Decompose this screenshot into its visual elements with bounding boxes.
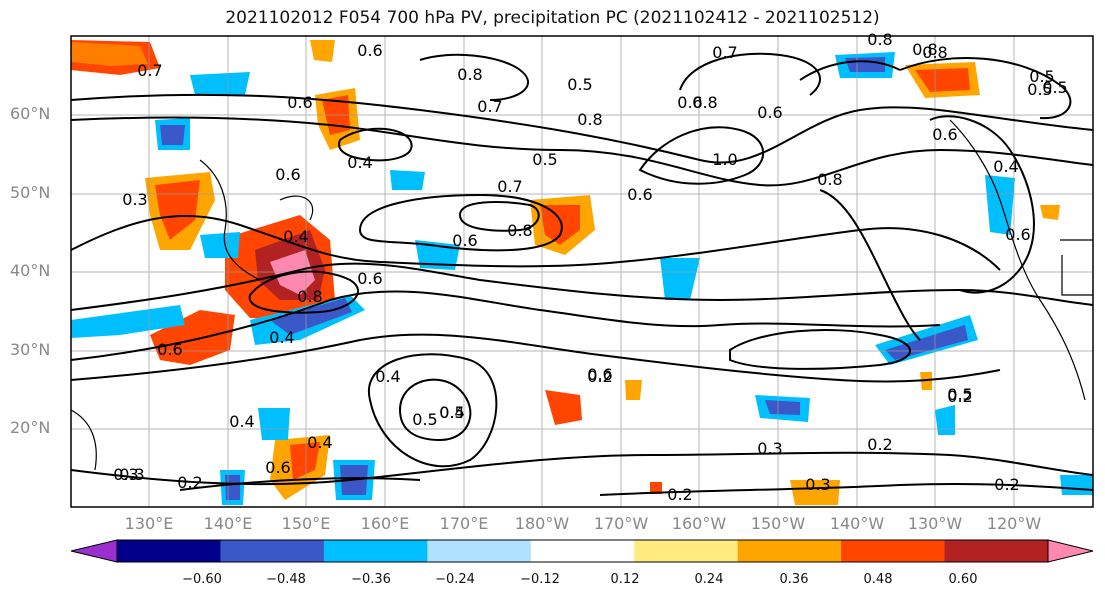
lon-label: 150°W: [750, 514, 806, 533]
colorbar: [70, 539, 1094, 563]
contour-label: 0.8: [692, 93, 717, 112]
contour-label: 0.2: [587, 367, 612, 386]
colorbar-tick: 0.12: [610, 572, 640, 587]
contour-label: 0.4: [307, 433, 332, 452]
contour-label: 0.7: [137, 61, 162, 80]
contour-label: 0.8: [817, 170, 842, 189]
colorbar-segment: [220, 540, 325, 562]
colorbar-tick: 0.36: [779, 572, 809, 587]
lat-label: 30°N: [10, 340, 51, 359]
contour-label: 0.7: [712, 43, 737, 62]
lon-label: 170°W: [593, 514, 649, 533]
contour-label: 0.5: [439, 403, 464, 422]
colorbar-segment: [944, 540, 1049, 562]
lon-label: 130°E: [124, 514, 174, 533]
contour-label: 0.6: [452, 231, 477, 250]
contour-label: 0.7: [497, 177, 522, 196]
colorbar-segment: [530, 540, 635, 562]
colorbar-segment: [323, 540, 428, 562]
colorbar-segment: [427, 540, 532, 562]
contour-label: 0.3: [113, 465, 138, 484]
contour-label: 0.2: [994, 475, 1019, 494]
lat-label: 40°N: [10, 261, 51, 280]
colorbar-tick: −0.60: [182, 572, 222, 587]
colorbar-tick: 0.60: [948, 572, 978, 587]
contour-label: 0.6: [627, 185, 652, 204]
contour-label: 0.2: [867, 435, 892, 454]
lon-label: 170°E: [439, 514, 489, 533]
contour-label: 0.8: [577, 110, 602, 129]
colorbar-segment: [634, 540, 739, 562]
colorbar-tick: −0.36: [351, 572, 391, 587]
lat-label: 50°N: [10, 183, 51, 202]
colorbar-tick: −0.24: [435, 572, 475, 587]
pv-contours: [70, 52, 1094, 496]
colorbar-tick: 0.24: [694, 572, 724, 587]
contour-label: 0.5: [947, 385, 972, 404]
contour-label: 0.4: [375, 367, 400, 386]
contour-label: 0.6: [757, 103, 782, 122]
contour-label: 0.3: [119, 465, 144, 484]
contour-label: 0.2: [667, 485, 692, 504]
contour-label: 0.7: [477, 97, 502, 116]
contour-label: 0.8: [457, 65, 482, 84]
contour-label: 0.4: [993, 157, 1018, 176]
contour-label: 0.3: [122, 190, 147, 209]
colorbar-segment: [841, 540, 946, 562]
lon-label: 150°E: [281, 514, 331, 533]
lon-label: 130°W: [907, 514, 963, 533]
lat-label: 60°N: [10, 104, 51, 123]
lon-label: 160°E: [360, 514, 410, 533]
colorbar-extend-high: [1047, 539, 1094, 563]
graticule: [71, 36, 1093, 507]
coastlines: [70, 119, 1093, 471]
contour-label: 0.5: [1027, 80, 1052, 99]
contour-label: 0.8: [867, 30, 892, 49]
contour-label: 0.5: [1042, 78, 1067, 97]
contour-label: 0.6: [932, 125, 957, 144]
contour-label: 0.6: [275, 165, 300, 184]
contour-label: 0.4: [229, 412, 254, 431]
colorbar-border: [116, 539, 1049, 563]
contour-label: 0.2: [947, 387, 972, 406]
contour-label: 0.5: [1029, 67, 1054, 86]
lon-label: 160°W: [671, 514, 727, 533]
map-title: 2021102012 F054 700 hPa PV, precipitatio…: [225, 8, 880, 28]
contour-label: 0.5: [412, 410, 437, 429]
contour-label: 1.0: [712, 150, 737, 169]
lon-label: 140°E: [203, 514, 253, 533]
contour-label: 0.6: [265, 458, 290, 477]
contour-label: 0.2: [177, 473, 202, 492]
colorbar-extend-low: [70, 539, 118, 563]
colorbar-tick: −0.12: [520, 572, 560, 587]
contour-label: 0.4: [347, 153, 372, 172]
lat-label: 20°N: [10, 418, 51, 437]
contour-label: 0.8: [912, 40, 937, 59]
contour-label: 0.4: [269, 328, 294, 347]
contour-label: 0.8: [922, 43, 947, 62]
contour-label: 0.3: [805, 475, 830, 494]
contour-label: 0.4: [439, 403, 464, 422]
colorbar-tick: −0.48: [266, 572, 306, 587]
contour-label: 0.6: [157, 340, 182, 359]
colorbar-segment: [117, 540, 221, 562]
contour-label: 0.3: [757, 439, 782, 458]
contour-label: 0.8: [297, 287, 322, 306]
contour-label: 0.5: [567, 75, 592, 94]
lon-label: 120°W: [986, 514, 1042, 533]
contour-label: 0.6: [587, 365, 612, 384]
contour-label: 0.6: [1005, 225, 1030, 244]
contour-label: 0.6: [677, 93, 702, 112]
lon-label: 140°W: [829, 514, 885, 533]
contour-label: 0.5: [532, 150, 557, 169]
contour-label: 0.8: [507, 221, 532, 240]
contour-label: 0.6: [287, 93, 312, 112]
contour-label: 0.4: [283, 227, 308, 246]
lon-label: 180°W: [514, 514, 570, 533]
colorbar-segment: [737, 540, 842, 562]
contour-label: 0.6: [357, 269, 382, 288]
colorbar-tick: 0.48: [863, 572, 893, 587]
contour-label: 0.6: [357, 41, 382, 60]
